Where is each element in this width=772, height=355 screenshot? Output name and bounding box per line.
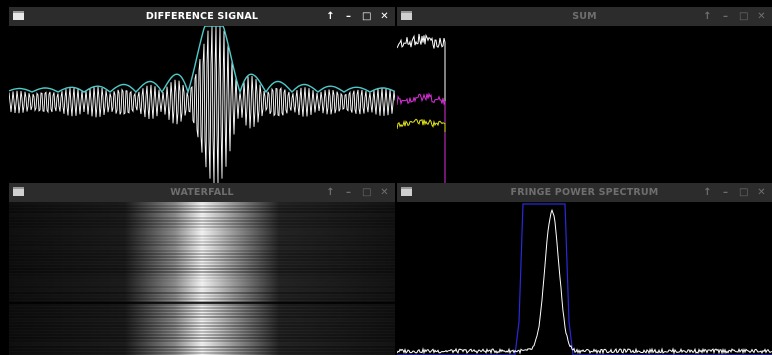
fringe-power-spectrum-window: FRINGE POWER SPECTRUM ↑ – □ ✕ — [397, 183, 772, 355]
waterfall-row — [9, 343, 395, 345]
waterfall-row — [9, 220, 395, 222]
close-icon[interactable]: ✕ — [757, 11, 766, 22]
waterfall-row — [9, 259, 395, 261]
minimize-icon[interactable]: – — [723, 187, 728, 198]
waterfall-row — [9, 307, 395, 309]
sum-canvas — [397, 33, 446, 183]
sum-titlebar[interactable]: SUM ↑ – □ ✕ — [397, 7, 772, 26]
close-icon[interactable]: ✕ — [380, 187, 389, 198]
spectrum-passband-trace — [397, 203, 772, 355]
difference-signal-window: DIFFERENCE SIGNAL ↑ – □ ✕ — [9, 7, 395, 183]
sum-channel-3-trace — [397, 118, 446, 132]
waterfall-row — [9, 250, 395, 252]
waterfall-row — [9, 292, 395, 294]
fringe-power-spectrum-titlebar[interactable]: FRINGE POWER SPECTRUM ↑ – □ ✕ — [397, 183, 772, 202]
waterfall-row — [9, 319, 395, 321]
waterfall-row — [9, 208, 395, 210]
fringe-power-spectrum-canvas — [397, 203, 772, 355]
waterfall-dropout-line — [9, 302, 395, 304]
waterfall-row — [9, 310, 395, 312]
waterfall-row — [9, 238, 395, 240]
waterfall-row — [9, 253, 395, 255]
waterfall-canvas — [9, 202, 395, 355]
waterfall-row — [9, 349, 395, 351]
difference-envelope-trace — [9, 26, 395, 95]
waterfall-row — [9, 298, 395, 300]
waterfall-row — [9, 205, 395, 207]
fringe-power-spectrum-plot — [397, 202, 772, 355]
waterfall-row — [9, 256, 395, 258]
waterfall-row — [9, 235, 395, 237]
difference-signal-titlebar[interactable]: DIFFERENCE SIGNAL ↑ – □ ✕ — [9, 7, 395, 26]
waterfall-row — [9, 217, 395, 219]
waterfall-row — [9, 352, 395, 354]
waterfall-row — [9, 277, 395, 279]
waterfall-row — [9, 316, 395, 318]
waterfall-row — [9, 268, 395, 270]
waterfall-row — [9, 331, 395, 333]
window-title: WATERFALL — [170, 187, 234, 198]
window-menu-icon[interactable] — [13, 187, 24, 196]
waterfall-row — [9, 274, 395, 276]
sum-channel-1-trace — [397, 33, 446, 183]
window-title: FRINGE POWER SPECTRUM — [510, 187, 659, 198]
maximize-icon[interactable]: □ — [739, 11, 749, 22]
waterfall-row — [9, 211, 395, 213]
waterfall-row — [9, 232, 395, 234]
window-title: SUM — [572, 11, 597, 22]
shade-icon[interactable]: ↑ — [326, 187, 335, 198]
waterfall-window: WATERFALL ↑ – □ ✕ — [9, 183, 395, 355]
waterfall-row — [9, 214, 395, 216]
window-menu-icon[interactable] — [401, 11, 412, 20]
shade-icon[interactable]: ↑ — [703, 11, 712, 22]
difference-signal-trace — [9, 26, 395, 183]
waterfall-row — [9, 286, 395, 288]
window-title: DIFFERENCE SIGNAL — [145, 11, 259, 22]
waterfall-row — [9, 247, 395, 249]
waterfall-row — [9, 241, 395, 243]
waterfall-row — [9, 202, 395, 204]
waterfall-row — [9, 283, 395, 285]
waterfall-row — [9, 262, 395, 264]
waterfall-image — [9, 202, 395, 355]
minimize-icon[interactable]: – — [346, 187, 351, 198]
waterfall-row — [9, 334, 395, 336]
difference-signal-canvas — [9, 26, 395, 183]
window-menu-icon[interactable] — [13, 11, 24, 20]
waterfall-row — [9, 265, 395, 267]
minimize-icon[interactable]: – — [346, 11, 351, 22]
sum-plot — [397, 26, 772, 183]
maximize-icon[interactable]: □ — [362, 11, 372, 22]
close-icon[interactable]: ✕ — [380, 11, 389, 22]
sum-channel-2-trace — [397, 92, 446, 183]
spectrum-signal-trace — [397, 208, 772, 355]
waterfall-row — [9, 226, 395, 228]
waterfall-row — [9, 295, 395, 297]
waterfall-row — [9, 271, 395, 273]
waterfall-row — [9, 313, 395, 315]
waterfall-titlebar[interactable]: WATERFALL ↑ – □ ✕ — [9, 183, 395, 202]
close-icon[interactable]: ✕ — [757, 187, 766, 198]
waterfall-row — [9, 340, 395, 342]
waterfall-row — [9, 223, 395, 225]
waterfall-row — [9, 325, 395, 327]
waterfall-plot — [9, 202, 395, 355]
waterfall-row — [9, 328, 395, 330]
waterfall-row — [9, 346, 395, 348]
waterfall-row — [9, 280, 395, 282]
shade-icon[interactable]: ↑ — [703, 187, 712, 198]
maximize-icon[interactable]: □ — [362, 187, 372, 198]
minimize-icon[interactable]: – — [723, 11, 728, 22]
maximize-icon[interactable]: □ — [739, 187, 749, 198]
waterfall-row — [9, 244, 395, 246]
window-menu-icon[interactable] — [401, 187, 412, 196]
waterfall-row — [9, 229, 395, 231]
difference-signal-plot — [9, 26, 395, 183]
waterfall-row — [9, 289, 395, 291]
waterfall-row — [9, 337, 395, 339]
shade-icon[interactable]: ↑ — [326, 11, 335, 22]
waterfall-row — [9, 304, 395, 306]
waterfall-row — [9, 322, 395, 324]
sum-window: SUM ↑ – □ ✕ — [397, 7, 772, 183]
